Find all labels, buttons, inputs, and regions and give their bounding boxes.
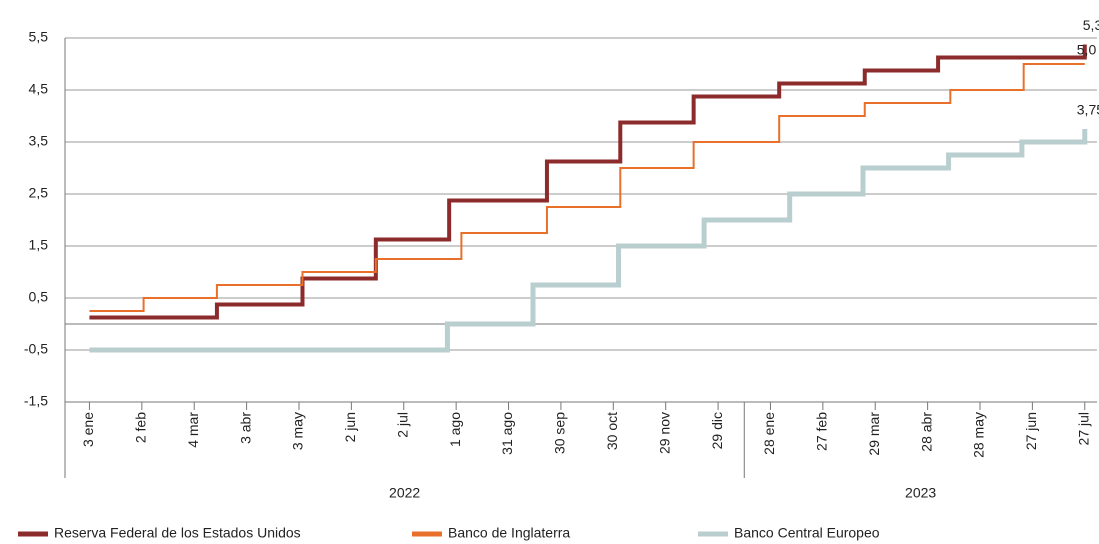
x-tick-label: 27 jul: [1075, 412, 1091, 445]
series-line: [89, 129, 1088, 353]
y-tick-label: 3,5: [29, 133, 49, 149]
data-label: 3,75: [1077, 102, 1099, 118]
data-label: 5,375: [1083, 17, 1099, 33]
y-tick-label: -0,5: [24, 341, 48, 357]
x-tick-label: 3 ene: [80, 412, 96, 447]
legend-label: Banco Central Europeo: [734, 525, 880, 541]
x-tick-label: 28 ene: [761, 412, 777, 455]
y-tick-label: 0,5: [29, 289, 49, 305]
x-tick-label: 30 sep: [552, 412, 568, 454]
legend-label: Reserva Federal de los Estados Unidos: [54, 525, 301, 541]
y-tick-label: 2,5: [29, 185, 49, 201]
x-tick-label: 1 ago: [447, 412, 463, 447]
series-line: [89, 44, 1087, 320]
x-tick-label: 31 ago: [499, 412, 515, 455]
x-tick-label: 28 may: [971, 412, 987, 458]
x-tick-label: 2 feb: [133, 412, 149, 443]
x-tick-label: 29 mar: [866, 412, 882, 456]
data-label: 5,0: [1077, 42, 1097, 58]
legend-label: Banco de Inglaterra: [448, 525, 570, 541]
x-tick-label: 28 abr: [918, 412, 934, 452]
series-line: [89, 63, 1085, 312]
x-tick-label: 29 nov: [656, 412, 672, 454]
x-tick-label: 3 may: [290, 412, 306, 450]
x-tick-label: 2 jul: [394, 412, 410, 438]
x-tick-label: 30 oct: [604, 412, 620, 450]
x-tick-label: 29 dic: [709, 412, 725, 449]
x-tick-label: 4 mar: [185, 412, 201, 448]
y-tick-label: 1,5: [29, 237, 49, 253]
year-label: 2023: [905, 485, 936, 501]
year-label: 2022: [389, 485, 420, 501]
x-tick-label: 27 jun: [1023, 412, 1039, 450]
y-tick-label: 5,5: [29, 29, 49, 45]
x-tick-label: 27 feb: [814, 412, 830, 451]
y-tick-label: -1,5: [24, 393, 48, 409]
y-tick-label: 4,5: [29, 81, 49, 97]
x-tick-label: 2 jun: [342, 412, 358, 442]
x-tick-label: 3 abr: [237, 412, 253, 444]
